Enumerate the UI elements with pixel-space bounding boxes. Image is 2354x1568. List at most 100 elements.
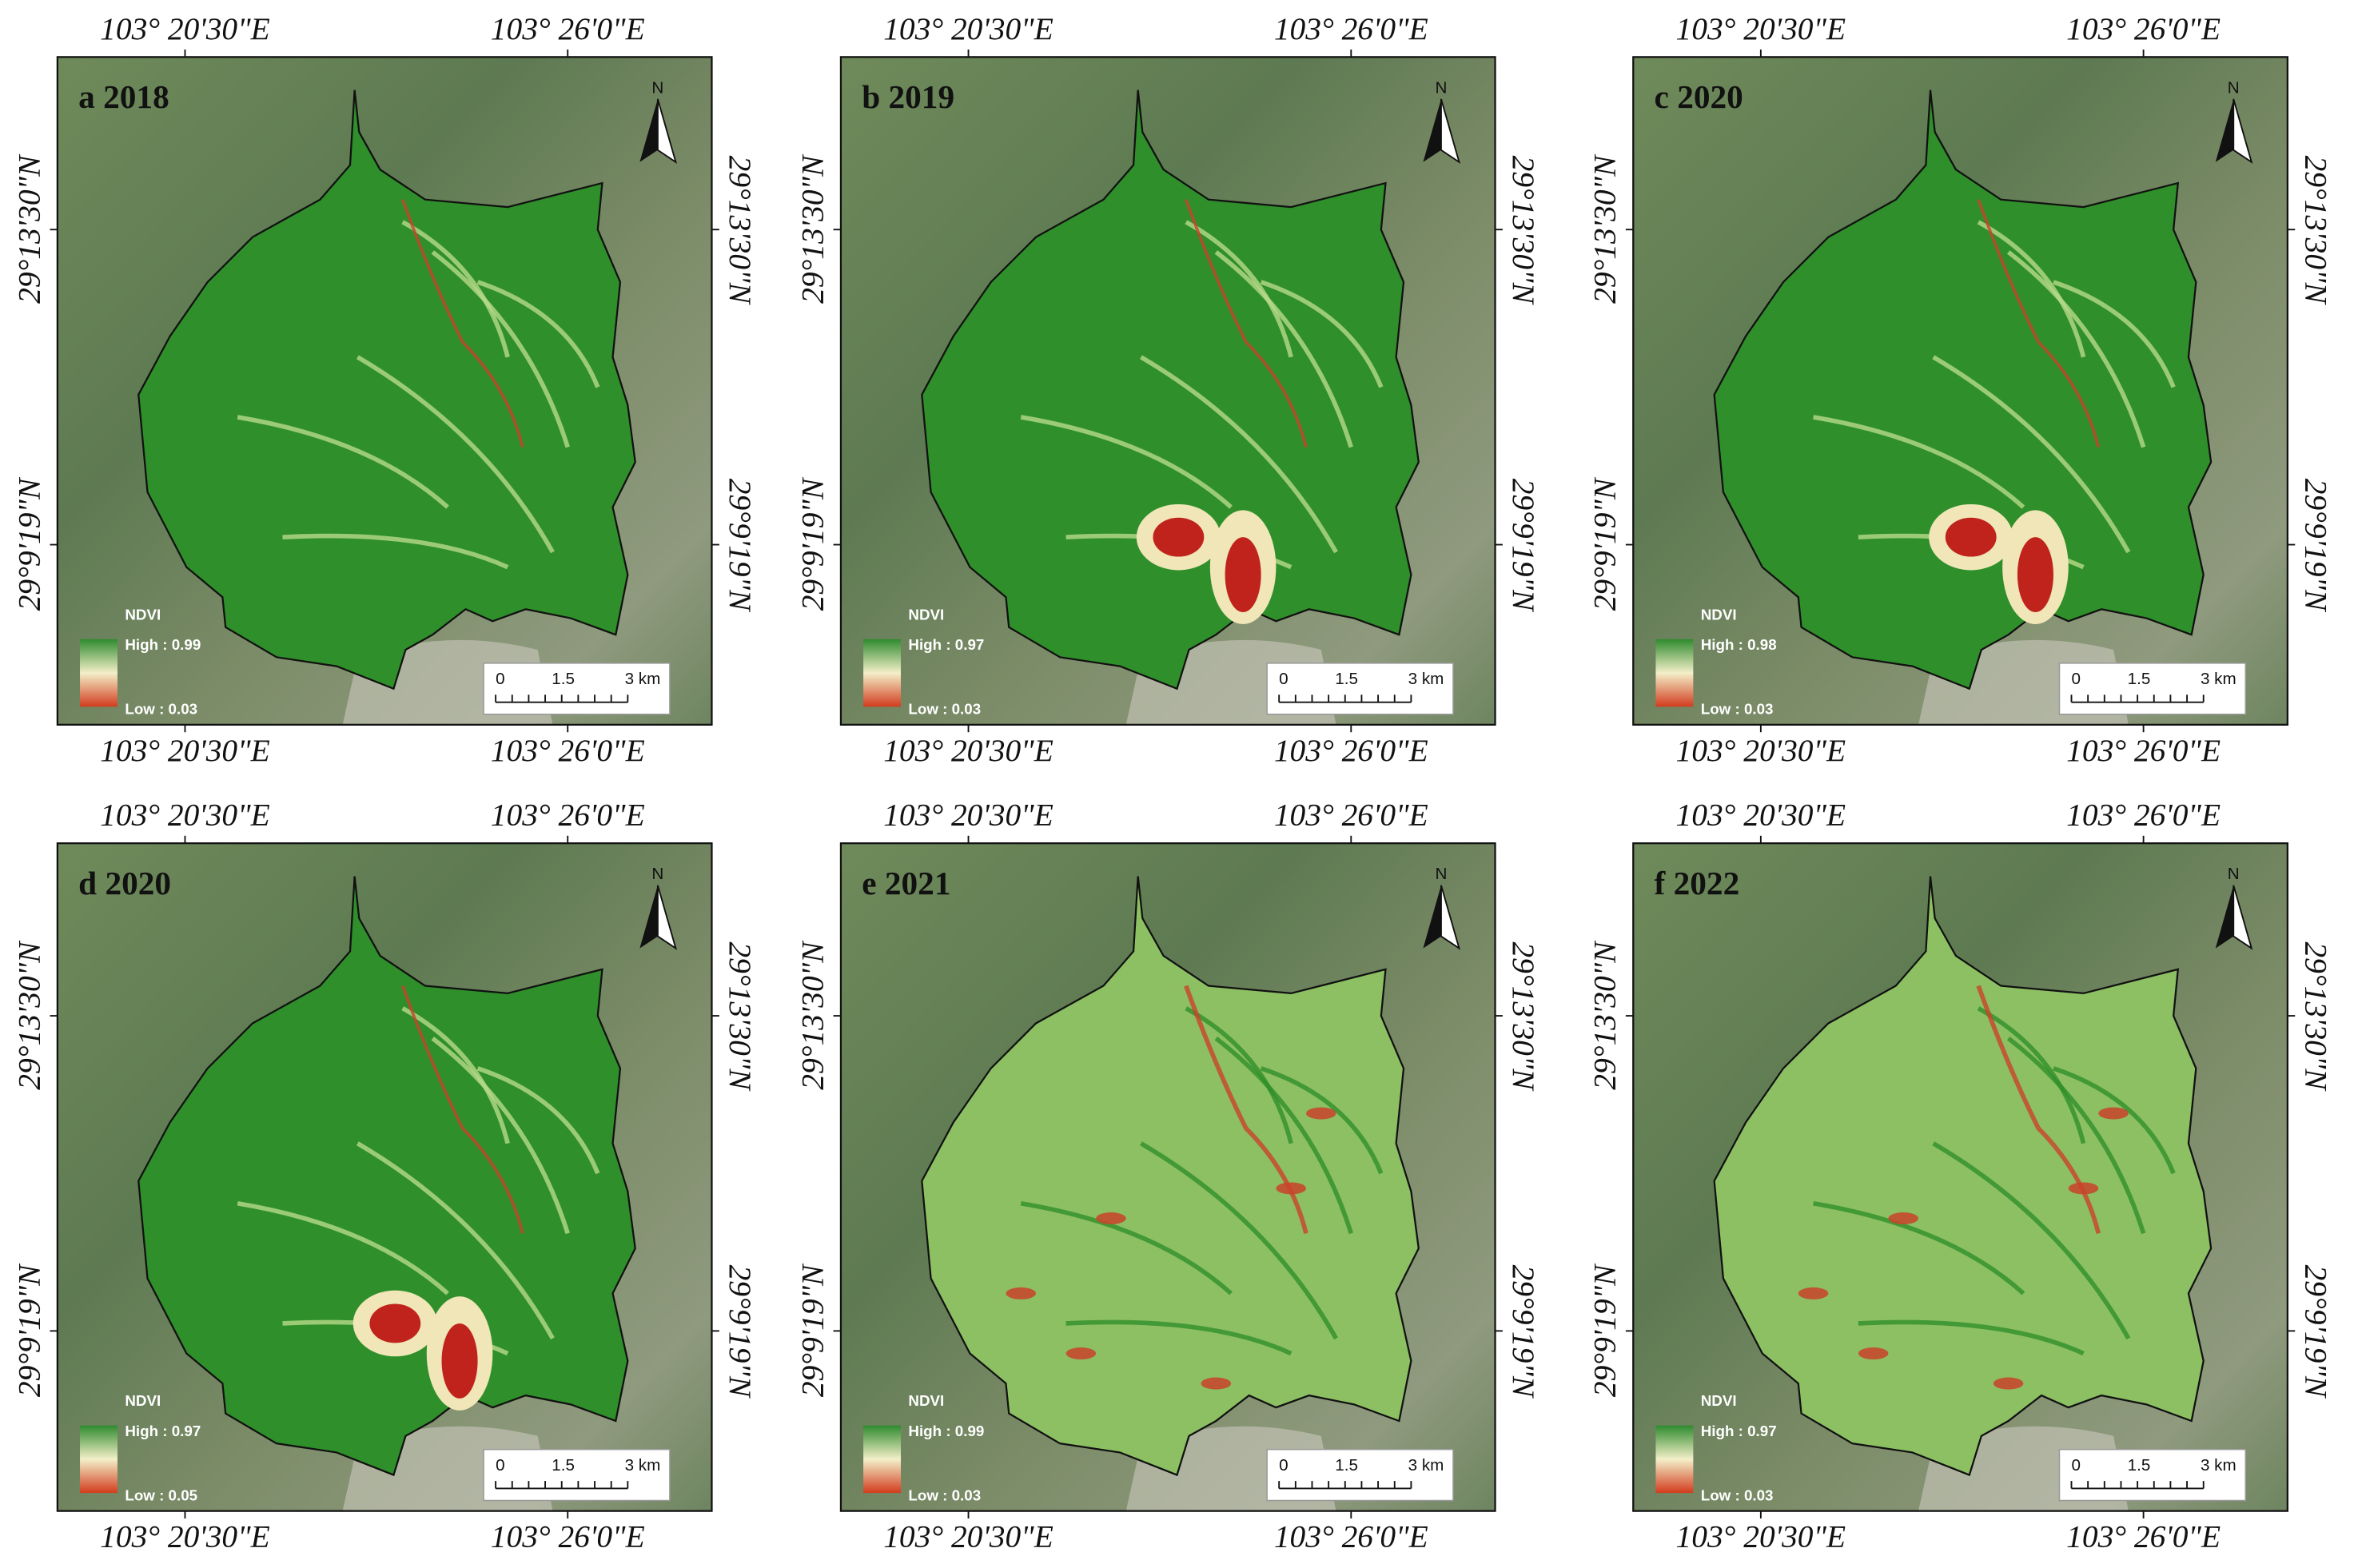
map-panel: c 2020 N NDVI High : 0.98 Low : 0.03 0 1.5 3 km… (1587, 11, 2334, 768)
low-ndvi-patch (1096, 1212, 1126, 1225)
map-panel: b 2019 N NDVI High : 0.97 Low : 0.03 0 1.5 3 km… (795, 11, 1541, 768)
texture (2006, 1037, 2146, 1235)
burn-area (1945, 517, 1997, 557)
longitude-label: 103° 26'0"E (1274, 11, 1428, 46)
latitude-label: 29°13'30"N (1506, 156, 1541, 306)
texture (356, 1141, 555, 1340)
legend-ramp (863, 639, 902, 707)
north-arrow (2215, 885, 2234, 949)
low-ndvi-patch (1993, 1377, 2024, 1390)
longitude-label: 103° 26'0"E (2066, 11, 2221, 46)
scale-label: 0 (2071, 670, 2080, 688)
longitude-label: 103° 26'0"E (491, 733, 645, 768)
legend-high: High : 0.98 (1701, 636, 1777, 653)
latitude-label: 29°13'30"N (723, 156, 758, 306)
study-area (921, 876, 1420, 1477)
latitude-label: 29°13'30"N (723, 941, 758, 1092)
longitude-label: 103° 20'30"E (1676, 11, 1846, 46)
texture (1932, 1141, 2131, 1340)
latitude-label: 29°9'19"N (795, 476, 830, 611)
map-panel: d 2020 N NDVI High : 0.97 Low : 0.05 0 1.5 3 km… (11, 798, 758, 1554)
study-area (1713, 876, 2213, 1477)
panel-frame (56, 56, 713, 726)
panel-frame (839, 842, 1496, 1512)
latitude-label: 29°13'30"N (11, 940, 46, 1090)
longitude-label: 103° 26'0"E (491, 1519, 645, 1554)
longitude-label: 103° 26'0"E (491, 798, 645, 833)
latitude-label: 29°13'30"N (11, 153, 46, 304)
scale-label: 3 km (2201, 670, 2236, 688)
legend-low: Low : 0.03 (908, 701, 981, 718)
longitude-label: 103° 26'0"E (2066, 1519, 2221, 1554)
scale-box (1266, 663, 1454, 715)
low-ndvi-stream (1976, 985, 2101, 1234)
panel-label: b 2019 (862, 78, 954, 115)
burn-area (1225, 537, 1261, 613)
latitude-label: 29°9'19"N (723, 1265, 758, 1399)
latitude-label: 29°13'30"N (795, 940, 830, 1090)
scale-box (483, 1448, 671, 1502)
texture (356, 355, 555, 554)
texture (282, 533, 509, 570)
north-arrow (1423, 885, 1441, 949)
north-label: N (1435, 865, 1447, 883)
texture (1977, 220, 2086, 358)
north-arrow (1440, 98, 1461, 164)
scale-label: 1.5 (1335, 1456, 1358, 1474)
texture (1260, 1066, 1384, 1175)
scale-label: 0 (496, 1456, 504, 1474)
legend-high: High : 0.99 (125, 636, 201, 653)
low-ndvi-stream (400, 199, 524, 448)
longitude-label: 103° 20'30"E (883, 1519, 1054, 1554)
longitude-label: 103° 20'30"E (883, 11, 1054, 46)
legend-low: Low : 0.03 (908, 1487, 981, 1504)
latitude-label: 29°13'30"N (2298, 941, 2333, 1092)
longitude-label: 103° 20'30"E (100, 733, 270, 768)
map-panel: a 2018 N NDVI High : 0.99 Low : 0.03 0 1.5 3 km… (11, 11, 758, 768)
scale-label: 3 km (2201, 1456, 2236, 1474)
scale-label: 1.5 (1335, 670, 1358, 688)
panel-frame (56, 842, 713, 1512)
panel-frame (1632, 842, 2288, 1512)
low-ndvi-stream (1977, 199, 2101, 448)
legend-title: NDVI (125, 1392, 161, 1409)
burn-area (369, 1303, 421, 1343)
legend-high: High : 0.97 (908, 636, 984, 653)
texture (1140, 1141, 1338, 1340)
texture (237, 1200, 449, 1295)
texture (401, 220, 510, 358)
texture (237, 415, 449, 509)
map-panel: f 2022 N NDVI High : 0.97 Low : 0.03 0 1.5 3 km… (1587, 798, 2334, 1554)
texture (1140, 355, 1338, 554)
scale-label: 3 km (625, 1456, 661, 1474)
north-arrow (2233, 885, 2253, 950)
panel-frame (1632, 56, 2288, 726)
scale-label: 3 km (1408, 670, 1444, 688)
latitude-label: 29°9'19"N (11, 1263, 46, 1397)
texture (1214, 1037, 1353, 1235)
latitude-label: 29°9'19"N (2298, 479, 2333, 613)
scale-box (1266, 1448, 1454, 1502)
north-arrow (2233, 98, 2253, 164)
scale-label: 0 (1279, 670, 1288, 688)
burn-area (1153, 517, 1205, 557)
texture (1185, 220, 1293, 358)
low-ndvi-patch (2068, 1182, 2099, 1195)
longitude-label: 103° 20'30"E (883, 798, 1054, 833)
north-arrow (1440, 885, 1461, 950)
legend-low: Low : 0.03 (1701, 701, 1774, 718)
north-arrow (656, 885, 678, 950)
scale-label: 1.5 (2128, 670, 2151, 688)
legend-low: Low : 0.05 (125, 1487, 197, 1504)
study-area (1713, 90, 2213, 690)
texture (476, 280, 600, 388)
scale-box (2058, 663, 2247, 715)
longitude-label: 103° 20'30"E (883, 733, 1054, 768)
legend-ramp (80, 639, 118, 707)
longitude-label: 103° 26'0"E (2066, 798, 2221, 833)
texture (1020, 415, 1233, 509)
texture (1813, 415, 2025, 509)
legend-low: Low : 0.03 (1701, 1487, 1774, 1504)
scale-box (483, 663, 671, 715)
